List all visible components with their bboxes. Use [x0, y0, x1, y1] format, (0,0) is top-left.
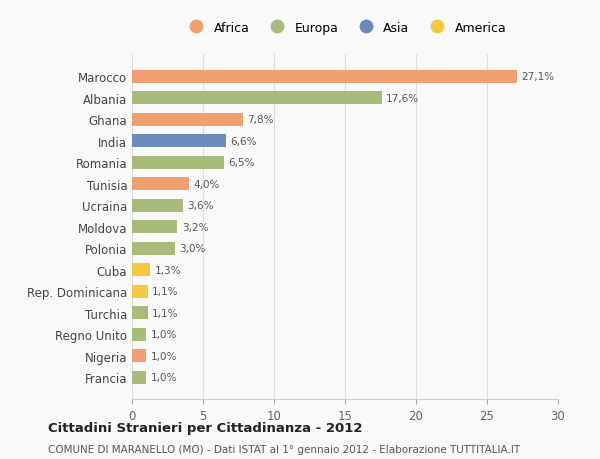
Text: 1,0%: 1,0% — [151, 351, 177, 361]
Bar — [132, 263, 151, 276]
Bar — [132, 221, 178, 234]
Bar — [132, 157, 224, 169]
Text: 17,6%: 17,6% — [386, 94, 419, 104]
Bar — [132, 113, 243, 127]
Text: Cittadini Stranieri per Cittadinanza - 2012: Cittadini Stranieri per Cittadinanza - 2… — [48, 421, 362, 434]
Bar — [132, 199, 183, 212]
Bar — [132, 349, 146, 362]
Text: 1,0%: 1,0% — [151, 372, 177, 382]
Text: 3,6%: 3,6% — [187, 201, 214, 211]
Legend: Africa, Europa, Asia, America: Africa, Europa, Asia, America — [179, 17, 511, 39]
Text: 1,0%: 1,0% — [151, 330, 177, 339]
Bar — [132, 371, 146, 384]
Bar — [132, 285, 148, 298]
Text: 1,1%: 1,1% — [152, 308, 178, 318]
Text: 1,1%: 1,1% — [152, 286, 178, 297]
Text: 3,0%: 3,0% — [179, 244, 205, 254]
Bar — [132, 178, 189, 191]
Text: 6,6%: 6,6% — [230, 136, 256, 146]
Bar — [132, 307, 148, 319]
Text: 7,8%: 7,8% — [247, 115, 274, 125]
Text: COMUNE DI MARANELLO (MO) - Dati ISTAT al 1° gennaio 2012 - Elaborazione TUTTITAL: COMUNE DI MARANELLO (MO) - Dati ISTAT al… — [48, 444, 520, 454]
Bar — [132, 242, 175, 255]
Text: 27,1%: 27,1% — [521, 72, 554, 82]
Text: 3,2%: 3,2% — [182, 222, 208, 232]
Bar — [132, 92, 382, 105]
Text: 1,3%: 1,3% — [155, 265, 181, 275]
Text: 4,0%: 4,0% — [193, 179, 220, 189]
Bar — [132, 328, 146, 341]
Bar — [132, 135, 226, 148]
Bar — [132, 71, 517, 84]
Text: 6,5%: 6,5% — [229, 158, 255, 168]
